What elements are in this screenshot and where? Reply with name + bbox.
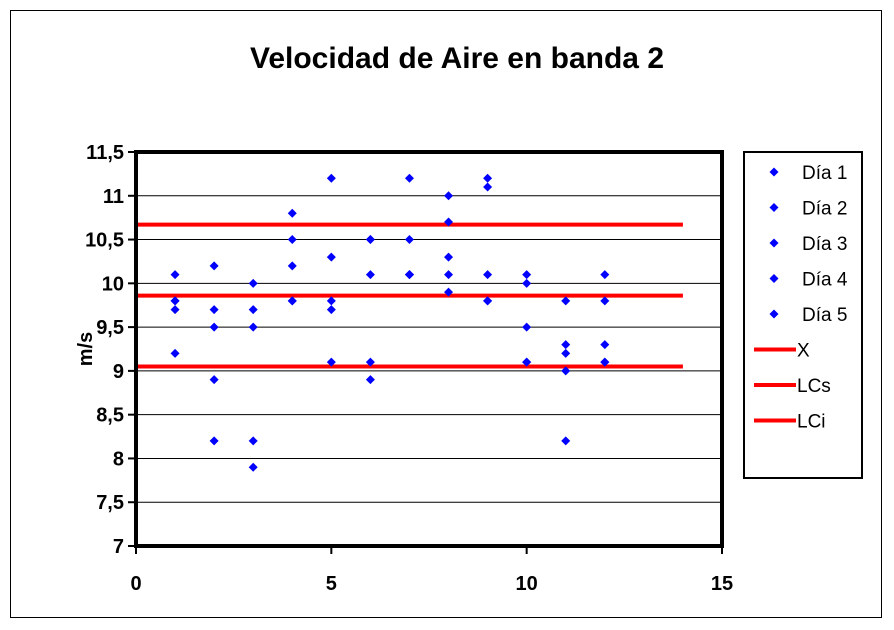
data-point: [287, 261, 297, 271]
legend: Día 1 Día 2 Día 3 Día 4 Día 5 X LCs LCi: [743, 151, 863, 479]
data-point: [483, 270, 493, 280]
x-tick-label: 0: [130, 573, 141, 595]
data-point: [600, 296, 610, 306]
data-point: [326, 305, 336, 315]
chart-title: Velocidad de Aire en banda 2: [250, 42, 664, 75]
data-point: [561, 348, 571, 358]
data-point: [444, 287, 454, 297]
data-point: [287, 235, 297, 245]
y-tick-label: 10: [102, 273, 124, 295]
data-point: [170, 348, 180, 358]
reference-lines: [136, 222, 683, 369]
data-point: [209, 322, 219, 332]
data-point: [170, 296, 180, 306]
data-point: [326, 296, 336, 306]
data-point: [209, 305, 219, 315]
data-point: [600, 270, 610, 280]
x-tick-label: 10: [516, 573, 538, 595]
data-point: [444, 270, 454, 280]
data-point: [600, 357, 610, 367]
y-tick-label: 9: [113, 361, 124, 383]
legend-entry: LCs: [797, 376, 831, 397]
y-tick-label: 11: [103, 186, 124, 208]
y-tick-label: 7,5: [96, 492, 124, 514]
data-point: [561, 366, 571, 376]
y-axis-label: m/s: [75, 332, 97, 366]
data-point: [365, 357, 375, 367]
data-point: [483, 296, 493, 306]
data-point: [561, 296, 571, 306]
data-point: [326, 357, 336, 367]
data-point: [248, 278, 258, 288]
legend-entry: Día 1: [802, 163, 847, 184]
legend-swatch: [769, 167, 779, 177]
legend-entry: Día 3: [802, 234, 847, 255]
y-tick-label: 7: [113, 536, 124, 558]
data-point: [522, 322, 532, 332]
data-point: [522, 270, 532, 280]
legend-entry: Día 5: [802, 305, 847, 326]
data-point: [561, 436, 571, 446]
plot-area-border: [134, 150, 724, 548]
data-point: [287, 296, 297, 306]
legend-entry: Día 4: [802, 270, 848, 291]
data-point: [444, 252, 454, 262]
legend-swatch: [769, 203, 779, 212]
data-point: [209, 261, 219, 271]
data-point: [365, 235, 375, 245]
x-tick-label: 5: [326, 573, 337, 595]
data-point: [170, 305, 180, 315]
data-point: [248, 462, 258, 472]
legend-entry: LCi: [797, 412, 826, 433]
chart-area: [10, 10, 882, 618]
y-tick-label: 8: [113, 448, 124, 470]
legend-swatch: [769, 238, 779, 248]
y-tick-label: 8,5: [96, 405, 124, 427]
x-tick-label: 15: [711, 573, 733, 595]
legend-entry: X: [797, 341, 810, 362]
data-point: [404, 173, 414, 183]
data-point: [561, 340, 571, 350]
data-point: [326, 252, 336, 262]
gridlines: [136, 195, 722, 503]
y-tick-label: 11,5: [86, 142, 124, 164]
data-point: [365, 270, 375, 280]
y-axis-ticks: 7 7,5 8 8,5 9 9,5 10 10,5 11 11,5: [85, 142, 136, 558]
data-point: [209, 436, 219, 446]
data-point: [404, 235, 414, 245]
data-point: [248, 305, 258, 315]
legend-entry: Día 2: [802, 199, 847, 220]
data-point: [170, 270, 180, 280]
data-point: [365, 375, 375, 385]
legend-box: [743, 151, 863, 479]
data-point: [444, 191, 454, 201]
data-point: [522, 357, 532, 367]
data-point: [483, 173, 493, 183]
data-point: [600, 340, 610, 350]
data-point: [248, 436, 258, 446]
y-tick-label: 10,5: [85, 230, 124, 252]
data-point: [522, 278, 532, 288]
data-point: [326, 173, 336, 183]
legend-swatch: [769, 309, 779, 319]
x-axis-ticks: 0 5 10 15: [130, 546, 733, 595]
legend-swatch: [769, 274, 779, 283]
data-point: [248, 322, 258, 332]
data-points: [170, 173, 610, 472]
y-tick-label: 9,5: [96, 317, 124, 339]
data-point: [483, 182, 493, 192]
data-point: [444, 217, 454, 227]
data-point: [287, 208, 297, 218]
data-point: [209, 375, 219, 385]
data-point: [404, 270, 414, 280]
